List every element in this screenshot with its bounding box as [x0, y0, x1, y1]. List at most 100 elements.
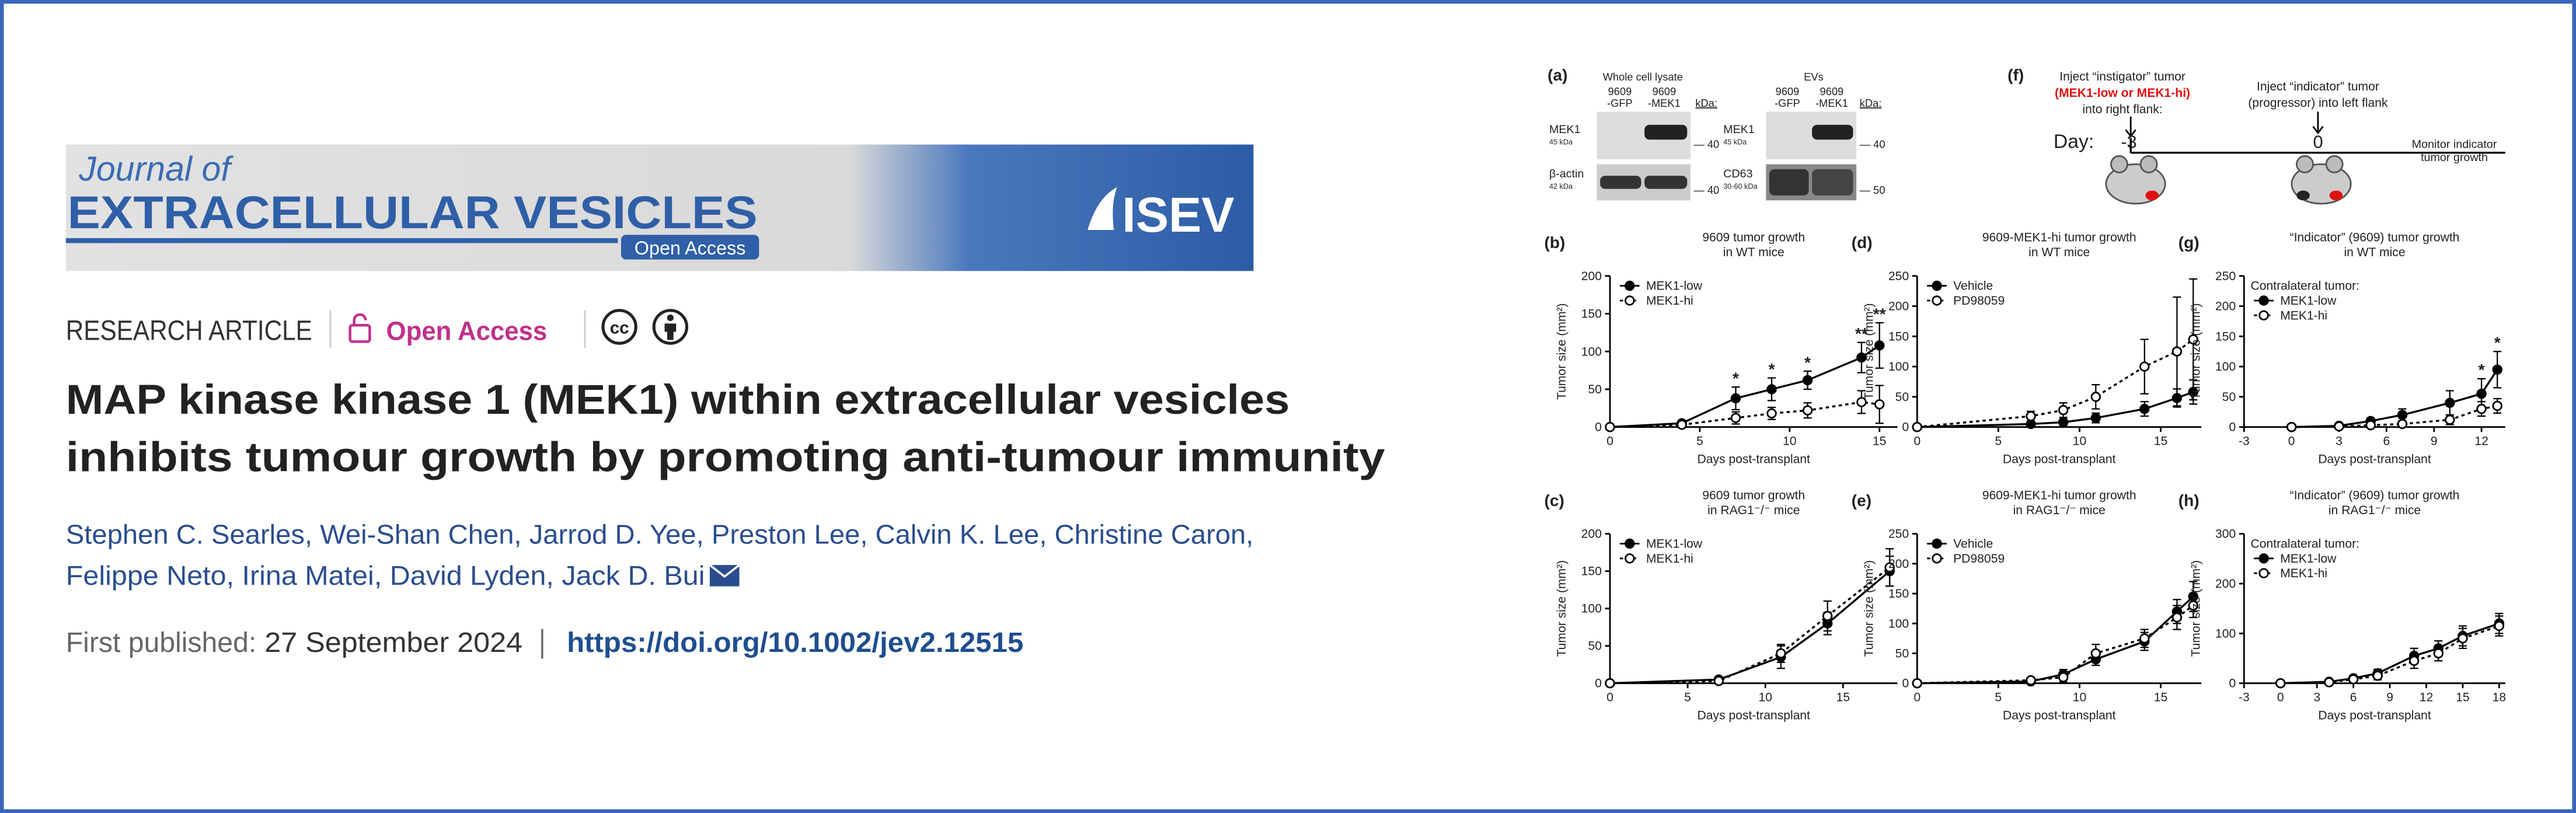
doi-link[interactable]: https://doi.org/10.1002/jev2.12515 — [567, 627, 1023, 658]
series-line — [1610, 401, 1880, 428]
data-point — [2476, 403, 2487, 414]
row-kda: 45 kDa — [1549, 138, 1573, 146]
kda: kDa: — [1695, 97, 1717, 109]
series-line — [1917, 595, 2194, 685]
mail-icon[interactable] — [709, 564, 740, 587]
data-point — [2365, 420, 2376, 431]
data-point — [1912, 421, 1923, 432]
data-point — [1730, 413, 1741, 423]
legend-marker — [2258, 553, 2269, 564]
instigator: (MEK1-low or MEK1-hi) — [2055, 86, 2190, 100]
band — [1769, 169, 1809, 196]
data-point — [1884, 562, 1895, 573]
authors[interactable]: Felippe Neto, Irina Matei, David Lyden, … — [66, 560, 705, 591]
blot-header: EVs — [1804, 71, 1824, 83]
blot-header: Whole cell lysate — [1603, 71, 1683, 83]
data-point — [2324, 677, 2334, 688]
y-tick-label: 200 — [1581, 528, 1602, 541]
series-line — [1917, 339, 2194, 428]
lock-icon — [348, 313, 371, 343]
data-point — [2188, 600, 2198, 611]
series-line — [1610, 566, 1891, 685]
y-tick-label: 50 — [1895, 390, 1909, 404]
data-point — [1605, 678, 1615, 689]
panel-label: (d) — [1852, 233, 1873, 252]
x-tick-label: 5 — [1995, 691, 2002, 704]
legend-marker — [2258, 568, 2269, 578]
article-kind: RESEARCH ARTICLE — [66, 316, 312, 347]
panel-label: (g) — [2178, 233, 2199, 252]
indicator: Inject “indicator” tumor — [2257, 80, 2379, 93]
legend-marker — [1625, 295, 1635, 306]
data-point — [2058, 672, 2069, 683]
panel-label: (h) — [2178, 491, 2199, 510]
legend-label: MEK1-hi — [2280, 309, 2327, 322]
legend-label: MEK1-hi — [2280, 567, 2327, 580]
authors[interactable]: Stephen C. Searles, Wei-Shan Chen, Jarro… — [66, 519, 1254, 549]
chart: (h) “Indicator” (9609) tumor growth in RAG… — [2178, 489, 2506, 722]
data-point — [1874, 340, 1885, 351]
x-tick-label: 5 — [1696, 435, 1703, 448]
kda: kDa: — [1860, 97, 1882, 109]
lane: 9609 — [1653, 85, 1676, 97]
cc-text: cc — [610, 318, 629, 337]
data-point — [2171, 612, 2183, 623]
y-tick-label: 50 — [1895, 647, 1909, 661]
series-line — [1917, 391, 2194, 428]
data-point — [2492, 364, 2502, 375]
published-date: 27 September 2024 — [264, 627, 522, 658]
marker-kda: — 40 — [1860, 138, 1885, 150]
chart-title: in WT mice — [1723, 246, 1784, 259]
y-tick-label: 150 — [1581, 308, 1602, 321]
day: 0 — [2313, 131, 2323, 152]
y-tick-label: 300 — [2215, 528, 2236, 541]
x-tick-label: 12 — [2420, 691, 2433, 704]
legend-label: Vehicle — [1953, 280, 1993, 293]
legend-marker — [1625, 553, 1635, 564]
chart-title: in WT mice — [2344, 246, 2406, 259]
chart-title: 9609 tumor growth — [1702, 489, 1805, 502]
data-point — [1676, 420, 1687, 430]
data-point — [2026, 675, 2036, 686]
data-point — [1912, 678, 1923, 689]
x-axis-label: Days post-transplant — [1697, 453, 1811, 466]
y-tick-label: 0 — [2229, 421, 2236, 434]
data-point — [1605, 421, 1615, 432]
x-tick-label: 15 — [2154, 691, 2167, 704]
legend-marker — [1932, 280, 1942, 291]
band — [1812, 169, 1853, 196]
panel-label: (a) — [1547, 66, 1567, 84]
day: -3 — [2121, 131, 2137, 152]
cc-icon — [601, 309, 637, 345]
data-point — [2090, 413, 2101, 423]
article-title: MAP kinase kinase 1 (MEK1) within extrac… — [66, 376, 1290, 423]
data-point — [2090, 648, 2101, 659]
panel-f: (f) Inject “instigator” tumor (MEK1-low … — [2007, 66, 2505, 205]
y-axis-label: Tumor size (mm²) — [2189, 303, 2202, 400]
x-tick-label: 18 — [2493, 691, 2506, 704]
significance: * — [1769, 360, 1775, 378]
indicator: (progressor) into left flank — [2248, 96, 2388, 110]
x-axis-label: Days post-transplant — [1697, 709, 1811, 723]
x-tick-label: 15 — [1836, 691, 1850, 704]
legend-title: Contralateral tumor: — [2251, 538, 2359, 551]
society: ISEV — [1122, 187, 1234, 242]
data-point — [2286, 421, 2297, 432]
x-tick-label: 9 — [2386, 691, 2393, 704]
legend-marker — [1625, 280, 1635, 291]
x-axis-label: Days post-transplant — [2003, 709, 2116, 723]
mouse-icon — [2291, 155, 2352, 205]
y-tick-label: 100 — [2215, 360, 2236, 374]
marker-kda: — 40 — [1694, 138, 1720, 150]
y-tick-label: 250 — [1888, 528, 1909, 541]
data-point — [1802, 405, 1813, 416]
data-point — [1856, 352, 1867, 363]
series-line — [1610, 570, 1891, 685]
y-tick-label: 0 — [1902, 677, 1909, 690]
legend-marker — [1932, 538, 1942, 549]
legend-label: PD98059 — [1953, 294, 2005, 308]
data-point — [2445, 397, 2455, 408]
y-tick-label: 0 — [2229, 677, 2236, 690]
